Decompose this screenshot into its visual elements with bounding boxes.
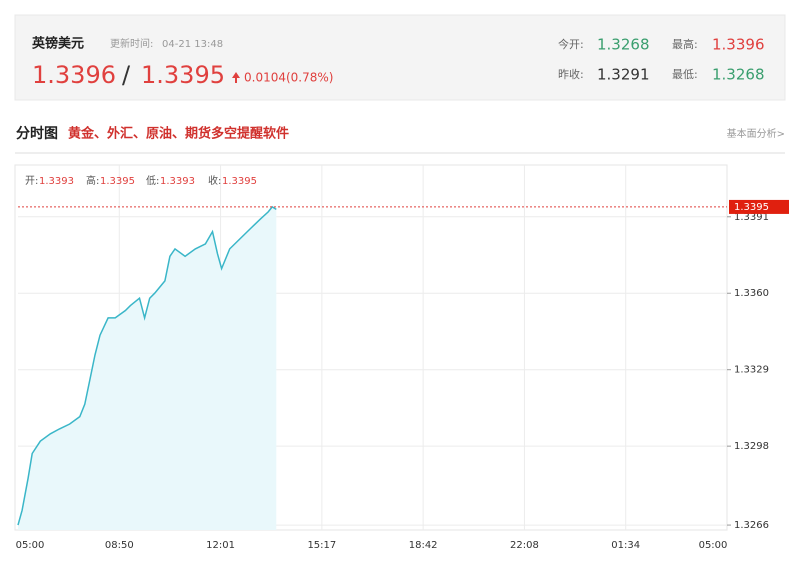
ask-price: 1.3395 (141, 61, 225, 89)
plot-frame (14, 164, 728, 531)
update-label: 更新时间: (110, 37, 153, 50)
x-tick-label: 05:00 (699, 540, 728, 551)
info-value: 1.3393 (39, 176, 74, 187)
bid-price: 1.3396 (32, 61, 116, 89)
section-title: 分时图 (16, 125, 58, 142)
info-label: 低: (146, 174, 159, 187)
y-tick-label: 1.3360 (734, 288, 769, 299)
last-price-badge (729, 199, 789, 214)
stat-label: 最高: (672, 37, 698, 51)
y-tick-label: 1.3266 (734, 520, 769, 531)
area-fill (18, 206, 277, 530)
x-tick-label: 08:50 (105, 540, 134, 551)
x-tick-label: 22:08 (510, 540, 539, 551)
update-time: 04-21 13:48 (162, 39, 223, 50)
price-separator: / (122, 61, 131, 89)
stat-label: 昨收: (558, 67, 584, 81)
x-tick-label: 15:17 (307, 540, 336, 551)
up-arrow (232, 72, 240, 83)
stat-value: 1.3396 (712, 36, 765, 54)
quote-panel (14, 14, 786, 101)
x-tick-label: 01:34 (611, 540, 640, 551)
y-tick-label: 1.3298 (734, 441, 769, 452)
stat-value: 1.3268 (597, 36, 650, 54)
y-tick-label: 1.3391 (734, 212, 769, 223)
x-tick-label: 18:42 (409, 540, 438, 551)
promo-link[interactable]: 黄金、外汇、原油、期货多空提醒软件 (68, 126, 289, 142)
price-change: 0.0104(0.78%) (244, 71, 333, 85)
info-value: 1.3395 (100, 176, 135, 187)
symbol-title: 英镑美元 (31, 36, 84, 52)
stat-value: 1.3291 (597, 66, 650, 84)
info-label: 开: (25, 176, 38, 187)
info-label: 高: (86, 174, 99, 187)
info-label: 收: (208, 174, 221, 187)
last-price-label: 1.3395 (734, 202, 769, 213)
stat-label: 最低: (672, 68, 698, 81)
price-line (17, 205, 277, 526)
stat-label: 今开: (558, 37, 584, 51)
x-tick-label: 05:00 (16, 540, 45, 551)
stat-value: 1.3268 (712, 66, 765, 84)
x-tick-label: 12:01 (206, 540, 235, 551)
chart: 05:00 08:50 12:01 15:17 18:42 22:08 01:34 05:00… (16, 165, 789, 551)
y-tick-label: 1.3329 (734, 365, 769, 376)
info-value: 1.3393 (160, 176, 195, 187)
analysis-link[interactable]: 基本面分析> (727, 127, 785, 140)
info-value: 1.3395 (222, 176, 257, 187)
